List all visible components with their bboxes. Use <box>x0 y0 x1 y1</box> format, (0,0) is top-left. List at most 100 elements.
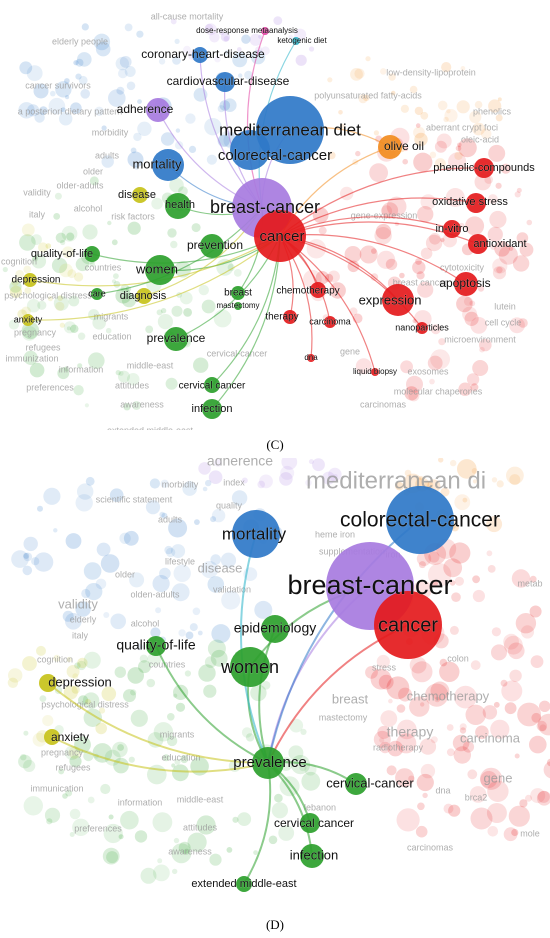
c-node-health[interactable] <box>165 193 191 219</box>
background-node <box>385 258 398 271</box>
background-node <box>214 459 222 467</box>
c-node-mortality[interactable] <box>152 149 184 181</box>
background-node <box>88 309 100 321</box>
c-node-liquid-biopsy[interactable] <box>371 368 379 376</box>
background-node <box>261 46 270 56</box>
c-node-apoptosis[interactable] <box>454 272 478 296</box>
d-faded-label-mediterranean-di: mediterranean di <box>306 467 486 494</box>
d-node-mortality[interactable] <box>232 510 280 558</box>
d-node-anxiety[interactable] <box>44 729 60 745</box>
background-node <box>451 592 461 602</box>
background-node <box>168 518 188 538</box>
c-node-nanoparticles[interactable] <box>416 322 428 334</box>
d-node-cancer[interactable] <box>374 591 442 659</box>
c-node-antioxidant[interactable] <box>468 234 488 254</box>
c-node-coronary-heart-disease[interactable] <box>192 47 208 63</box>
c-node-ketogenic-diet[interactable] <box>292 37 300 45</box>
c-node-anxiety[interactable] <box>22 314 34 326</box>
c-node-disease[interactable] <box>132 187 148 203</box>
c-node-carcinoma[interactable] <box>324 316 336 328</box>
d-faded-label-brca2: brca2 <box>465 792 488 802</box>
c-node-mediterranean-diet[interactable] <box>256 96 324 164</box>
background-node <box>514 753 520 759</box>
background-node <box>23 536 38 552</box>
background-node <box>250 49 266 65</box>
c-node-quality-of-life[interactable] <box>84 246 100 262</box>
background-node <box>491 477 498 483</box>
c-node-expression[interactable] <box>382 284 414 316</box>
background-node <box>261 681 271 690</box>
background-node <box>233 269 242 277</box>
c-node-therapy[interactable] <box>283 310 297 324</box>
d-node-infection[interactable] <box>300 844 324 868</box>
c-node-mastectomy[interactable] <box>234 302 242 310</box>
c-node-prevention[interactable] <box>200 234 224 258</box>
background-node <box>123 530 139 546</box>
background-node <box>371 248 377 254</box>
background-node <box>134 830 148 843</box>
background-node <box>77 52 92 67</box>
background-node <box>65 613 82 630</box>
c-node-cervical-cancer[interactable] <box>204 377 220 393</box>
d-node-depression[interactable] <box>39 674 57 692</box>
background-node <box>109 488 124 503</box>
c-node-colorectal-cancer[interactable] <box>230 130 270 170</box>
background-node <box>486 803 507 823</box>
d-node-quality-of-life[interactable] <box>146 636 166 656</box>
background-node <box>82 692 100 709</box>
background-node <box>153 864 170 882</box>
c-faded-label-cytotoxicity: cytotoxicity <box>440 262 485 272</box>
background-node <box>446 748 455 757</box>
d-faded-label-morbidity: morbidity <box>162 479 199 489</box>
c-node-prevalence[interactable] <box>164 327 188 351</box>
c-node-chemotherapy[interactable] <box>310 282 326 298</box>
background-node <box>102 847 120 865</box>
c-node-dose-response-metaanalysis[interactable] <box>261 27 269 35</box>
d-node-extended-middle-east[interactable] <box>236 876 252 892</box>
background-node <box>23 759 36 773</box>
background-node <box>118 370 130 383</box>
background-node <box>333 474 338 479</box>
background-node <box>518 318 528 328</box>
c-node-olive-oil[interactable] <box>378 135 402 159</box>
background-node <box>101 155 114 168</box>
c-node-adherence[interactable] <box>146 98 170 122</box>
c-node-diagnosis[interactable] <box>136 288 152 304</box>
background-node <box>223 98 237 112</box>
c-node-depression[interactable] <box>23 273 37 287</box>
background-node <box>146 678 156 688</box>
background-node <box>127 151 144 168</box>
d-node-women[interactable] <box>230 647 270 687</box>
c-node-in-vitro[interactable] <box>443 220 461 238</box>
background-node <box>185 631 194 640</box>
c-node-infection[interactable] <box>202 399 222 419</box>
c-node-dna[interactable] <box>307 354 315 362</box>
d-node-epidemiology[interactable] <box>261 615 289 643</box>
d-node-prevalence[interactable] <box>252 747 284 779</box>
c-node-care[interactable] <box>91 288 103 300</box>
background-node <box>466 373 480 386</box>
background-node <box>173 693 178 698</box>
background-node <box>128 756 135 763</box>
background-node <box>31 253 47 269</box>
c-node-breast[interactable] <box>231 286 245 300</box>
c-node-cancer[interactable] <box>254 210 306 262</box>
c-node-cardiovascular-disease[interactable] <box>215 72 235 92</box>
background-node <box>301 771 321 791</box>
d-faded-label-stress: stress <box>372 662 397 672</box>
c-node-oxidative-stress[interactable] <box>466 193 486 213</box>
background-node <box>419 738 437 755</box>
c-faded-label-gene: gene <box>340 346 360 356</box>
background-node <box>436 133 452 149</box>
background-node <box>409 656 427 674</box>
c-node-phenolic-compounds[interactable] <box>474 158 494 178</box>
d-node-colorectal-cancer[interactable] <box>386 486 454 554</box>
background-node <box>444 109 458 123</box>
c-node-women[interactable] <box>145 255 175 285</box>
d-node-cervical-cancer[interactable] <box>345 773 367 795</box>
background-node <box>155 607 162 614</box>
d-node-cervical-cancer[interactable] <box>300 813 320 833</box>
c-faded-label-attitudes: attitudes <box>115 380 150 390</box>
background-node <box>145 325 154 334</box>
background-node <box>189 623 198 632</box>
